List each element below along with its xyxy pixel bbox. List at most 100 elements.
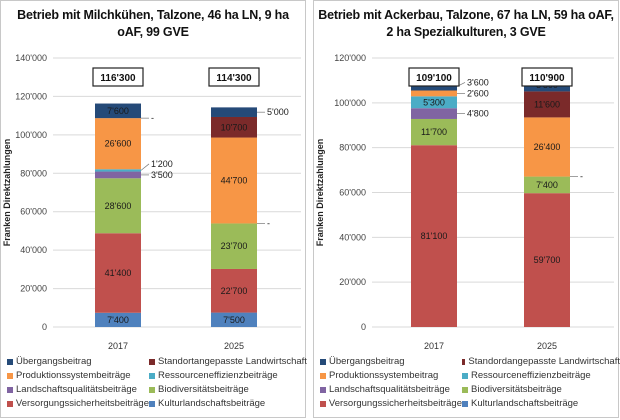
y-tick-label: 80'000 xyxy=(20,168,47,178)
legend-swatch xyxy=(7,386,13,393)
legend-label: Produktionssystembeiträge xyxy=(16,370,131,381)
legend: Übergangsbeitrag Standordangepasste Landw… xyxy=(320,356,620,409)
legend-swatch xyxy=(7,372,13,379)
legend-item: Ressourceneffizienzbeiträge xyxy=(462,370,620,381)
bar-segment xyxy=(95,169,141,172)
chart-title: Betrieb mit Ackerbau, Talzone, 67 ha LN,… xyxy=(318,8,614,39)
legend-label: Ressourceneffizienzbeiträge xyxy=(158,370,278,381)
data-label: 28'600 xyxy=(105,201,132,211)
chart-svg: 0 20'000 40'000 60'000 80'000 100'000 120'000 F… xyxy=(315,53,614,351)
legend-item: Biodiversitätsbeiträge xyxy=(462,384,620,395)
bar-segment xyxy=(524,91,570,118)
legend-label: Landschaftsqualitätsbeiträge xyxy=(16,384,137,395)
chart-panel-ackerbau: Betrieb mit Ackerbau, Talzone, 67 ha LN,… xyxy=(313,0,620,418)
data-label: 2'600 xyxy=(467,88,489,98)
y-tick-label: 60'000 xyxy=(339,188,366,198)
legend-swatch xyxy=(149,358,155,365)
bar-segment xyxy=(524,117,570,177)
x-tick-label: 2017 xyxy=(424,341,444,351)
data-label: 3'600 xyxy=(467,77,489,87)
legend-label: Standortangepasste Landwirtschaft xyxy=(158,356,307,367)
bar-segment xyxy=(211,137,257,224)
data-label: 26'400 xyxy=(534,142,561,152)
legend-swatch xyxy=(149,400,155,407)
y-axis-label: Franken Direktzahlungen xyxy=(315,139,325,247)
legend: Übergangsbeitrag Standortangepasste Landw… xyxy=(7,356,307,409)
total-label: 116'300 xyxy=(100,73,136,84)
legend-label: Biodiversitätsbeiträge xyxy=(158,384,249,395)
y-tick-label: 120'000 xyxy=(334,53,366,63)
bar-segment xyxy=(95,171,141,179)
x-tick-label: 2025 xyxy=(537,341,557,351)
legend-label: Übergangsbeitrag xyxy=(329,356,405,367)
legend-swatch xyxy=(462,400,468,407)
total-label: 110'900 xyxy=(529,73,565,84)
legend-item: Übergangsbeitrag xyxy=(320,356,462,367)
y-tick-label: 100'000 xyxy=(334,98,366,108)
total-label: 114'300 xyxy=(216,73,252,84)
legend-item: Biodiversitätsbeiträge xyxy=(149,384,307,395)
legend-label: Produktionssystembeitrag xyxy=(329,370,439,381)
data-label: 81'100 xyxy=(421,231,448,241)
legend-label: Standordangepasste Landwirtschaft xyxy=(468,356,620,367)
bar-segment xyxy=(95,103,141,119)
y-tick-label: 20'000 xyxy=(20,284,47,294)
data-label: 7'400 xyxy=(536,180,558,190)
legend-item: Kulturlandschaftsbeiträge xyxy=(462,398,620,409)
y-tick-label: 40'000 xyxy=(339,232,366,242)
bar-segment xyxy=(524,176,570,194)
bar-segment xyxy=(411,118,457,146)
total-box xyxy=(408,67,460,87)
data-label: 4'800 xyxy=(467,109,489,119)
legend-item: Übergangsbeitrag xyxy=(7,356,149,367)
data-label: 5'000 xyxy=(267,107,289,117)
legend-swatch xyxy=(462,358,466,365)
legend-swatch xyxy=(7,400,13,407)
legend-item: Versorgungssicherheitsbeiträge xyxy=(320,398,462,409)
legend-item: Produktionssystembeitrag xyxy=(320,370,462,381)
legend-item: Ressourceneffizienzbeiträge xyxy=(149,370,307,381)
bar-segment xyxy=(95,312,141,327)
data-label: 22'700 xyxy=(221,286,248,296)
bar-segment xyxy=(211,268,257,313)
legend-swatch xyxy=(149,372,155,379)
bar-segment xyxy=(411,108,457,119)
y-tick-label: 140'000 xyxy=(15,53,47,63)
data-label: 7'400 xyxy=(107,315,129,325)
legend-label: Ressourceneffizienzbeiträge xyxy=(471,370,591,381)
data-label: - xyxy=(151,113,154,123)
bar-segment xyxy=(95,118,141,170)
data-label: 44'700 xyxy=(221,175,248,185)
y-tick-label: 120'000 xyxy=(15,91,47,101)
legend-item: Kulturlandschaftsbeiträge xyxy=(149,398,307,409)
chart-svg: 0 20'000 40'000 60'000 80'000 100'000 120'000 1… xyxy=(2,53,301,351)
legend-swatch xyxy=(320,386,326,393)
chart-title: Betrieb mit Milchkühen, Talzone, 46 ha L… xyxy=(17,8,289,39)
legend-swatch xyxy=(7,358,13,365)
data-label: 59'700 xyxy=(534,255,561,265)
legend-swatch xyxy=(462,386,468,393)
legend-item: Standordangepasste Landwirtschaft xyxy=(462,356,620,367)
bar-segment xyxy=(524,193,570,327)
y-tick-label: 80'000 xyxy=(339,143,366,153)
y-tick-label: 0 xyxy=(361,322,366,332)
data-label: 7'500 xyxy=(223,315,245,325)
chart-panel-milchkuehe: Betrieb mit Milchkühen, Talzone, 46 ha L… xyxy=(0,0,307,418)
total-box xyxy=(521,67,573,87)
y-tick-label: 100'000 xyxy=(15,130,47,140)
x-tick-label: 2025 xyxy=(224,341,244,351)
bar-segment xyxy=(211,107,257,117)
bar-segment xyxy=(95,178,141,234)
legend-swatch xyxy=(320,400,326,407)
legend-label: Kulturlandschaftsbeiträge xyxy=(471,398,579,409)
data-label: 7'600 xyxy=(107,106,129,116)
bar-segment xyxy=(211,116,257,138)
data-label: 11'700 xyxy=(421,127,447,137)
legend-item: Landschaftsqualitätsbeiträge xyxy=(320,384,462,395)
data-label: - xyxy=(580,172,583,182)
data-label: 5'300 xyxy=(423,97,445,107)
data-label: 23'700 xyxy=(221,241,248,251)
legend-item: Landschaftsqualitätsbeiträge xyxy=(7,384,149,395)
total-label: 109'100 xyxy=(416,73,452,84)
legend-item: Versorgungssicherheitsbeiträge xyxy=(7,398,149,409)
